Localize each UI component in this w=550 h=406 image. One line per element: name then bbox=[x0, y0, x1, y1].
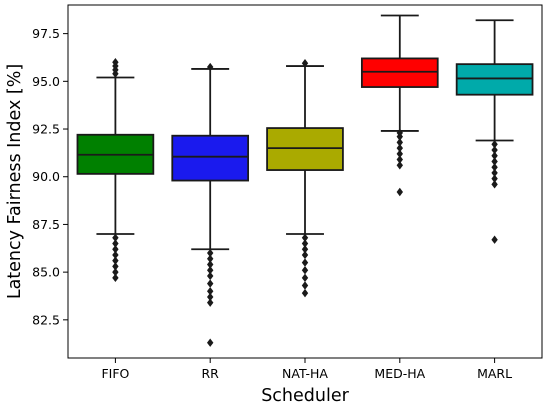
outlier-point bbox=[491, 145, 498, 155]
box-group-fifo bbox=[76, 58, 155, 283]
outlier-point bbox=[112, 262, 119, 271]
outlier-point bbox=[207, 260, 214, 269]
outlier-point bbox=[207, 292, 214, 302]
y-tick-label: 82.5 bbox=[32, 312, 60, 327]
outlier-point bbox=[396, 128, 403, 138]
outlier-point bbox=[491, 174, 498, 183]
outlier-point bbox=[207, 248, 214, 258]
y-tick-label: 92.5 bbox=[32, 122, 60, 137]
box-med-ha bbox=[360, 57, 439, 88]
y-tick-label: 90.0 bbox=[32, 169, 60, 184]
outlier-point bbox=[491, 157, 498, 166]
outlier-point bbox=[301, 258, 309, 267]
box-nat-ha bbox=[266, 127, 344, 171]
x-tick-label: MED-HA bbox=[374, 366, 425, 381]
box-group-marl bbox=[455, 19, 534, 244]
outlier-point bbox=[207, 271, 214, 281]
outlier-point bbox=[396, 155, 403, 164]
outlier-point bbox=[491, 168, 498, 178]
outlier-point bbox=[112, 250, 119, 260]
outlier-point bbox=[491, 235, 498, 244]
y-tick-label: 95.0 bbox=[32, 74, 60, 89]
outlier-point bbox=[491, 162, 498, 172]
outlier-point bbox=[112, 256, 119, 265]
y-tick-label: 87.5 bbox=[32, 217, 60, 232]
outlier-point bbox=[396, 138, 403, 147]
outlier-point bbox=[301, 250, 309, 260]
x-axis: FIFO RR NAT-HA MED-HA MARL bbox=[101, 358, 512, 381]
outlier-point bbox=[301, 233, 309, 242]
outlier-point bbox=[301, 266, 309, 275]
outlier-point bbox=[207, 298, 214, 307]
x-tick-label: NAT-HA bbox=[282, 366, 328, 381]
x-tick-label: FIFO bbox=[101, 366, 129, 381]
outlier-point bbox=[112, 233, 119, 242]
outlier-point bbox=[207, 266, 214, 275]
outlier-point bbox=[301, 288, 309, 298]
box-group-rr bbox=[171, 62, 250, 347]
outlier-point bbox=[207, 287, 214, 296]
box-group-med-ha bbox=[360, 14, 439, 197]
y-axis: 82.5 85.0 87.5 90.0 92.5 95.0 97.5 bbox=[32, 26, 68, 327]
outlier-point bbox=[491, 180, 498, 189]
outlier-point bbox=[396, 143, 403, 153]
outlier-point bbox=[301, 245, 309, 254]
box-group-nat-ha bbox=[266, 58, 344, 298]
outlier-point bbox=[112, 239, 119, 248]
outlier-point bbox=[301, 58, 309, 68]
outlier-point bbox=[112, 245, 119, 254]
outlier-point bbox=[396, 161, 403, 170]
x-axis-title: Scheduler bbox=[261, 386, 349, 406]
outlier-point bbox=[207, 254, 214, 263]
y-tick-label: 85.0 bbox=[32, 265, 60, 280]
outlier-point bbox=[396, 187, 403, 197]
outlier-point bbox=[491, 151, 498, 160]
y-tick-label: 97.5 bbox=[32, 26, 60, 41]
outlier-point bbox=[301, 239, 309, 248]
outlier-point bbox=[112, 58, 119, 67]
box-marl bbox=[455, 63, 534, 96]
x-tick-label: RR bbox=[202, 366, 220, 381]
y-axis-title: Latency Fairness Index [%] bbox=[5, 64, 25, 299]
x-tick-label: MARL bbox=[477, 366, 512, 381]
outlier-point bbox=[301, 273, 309, 283]
outlier-point bbox=[112, 267, 119, 277]
box-rr bbox=[171, 134, 250, 182]
outlier-point bbox=[112, 273, 119, 283]
outlier-point bbox=[207, 62, 214, 72]
outlier-point bbox=[396, 149, 403, 159]
outlier-point bbox=[301, 281, 309, 290]
outlier-point bbox=[491, 140, 498, 149]
outlier-point bbox=[207, 279, 214, 288]
boxes bbox=[76, 14, 534, 347]
outlier-point bbox=[207, 338, 214, 347]
